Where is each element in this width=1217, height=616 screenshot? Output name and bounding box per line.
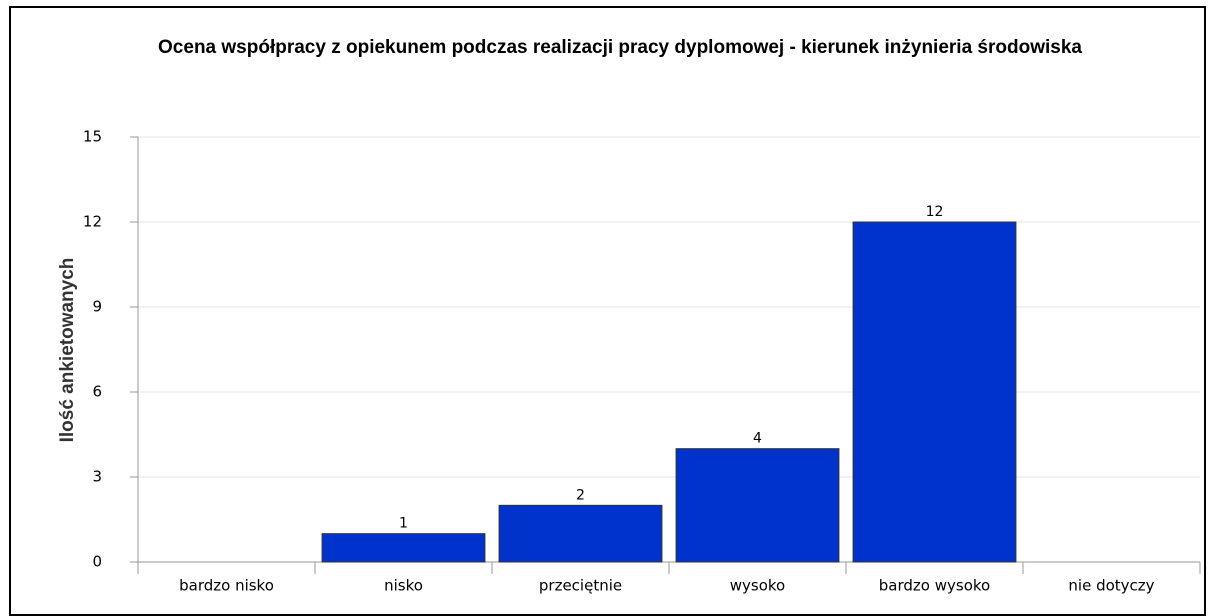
- data-label: 4: [753, 431, 762, 447]
- y-tick-label: 12: [83, 213, 102, 231]
- data-label: 12: [926, 204, 944, 220]
- y-tick-label: 0: [92, 553, 102, 571]
- y-tick-label: 6: [92, 383, 102, 401]
- x-tick-label: wysoko: [730, 577, 785, 595]
- data-label: 1: [399, 516, 408, 532]
- y-axis-label: Ilość ankietowanych: [57, 258, 78, 443]
- x-tick-label: przeciętnie: [539, 577, 622, 595]
- x-tick-label: bardzo wysoko: [879, 577, 990, 595]
- bar: [321, 533, 486, 563]
- y-tick-label: 9: [92, 298, 102, 316]
- bar: [675, 448, 840, 563]
- y-tick-label: 15: [83, 128, 102, 146]
- data-label: 2: [576, 487, 585, 503]
- chart-title: Ocena współpracy z opiekunem podczas rea…: [158, 37, 1082, 58]
- x-tick-label: nisko: [384, 577, 423, 595]
- x-tick-label: nie dotyczy: [1068, 577, 1154, 595]
- bar: [498, 504, 663, 563]
- bar: [852, 221, 1017, 563]
- y-tick-label: 3: [92, 468, 102, 486]
- x-tick-label: bardzo nisko: [179, 577, 274, 595]
